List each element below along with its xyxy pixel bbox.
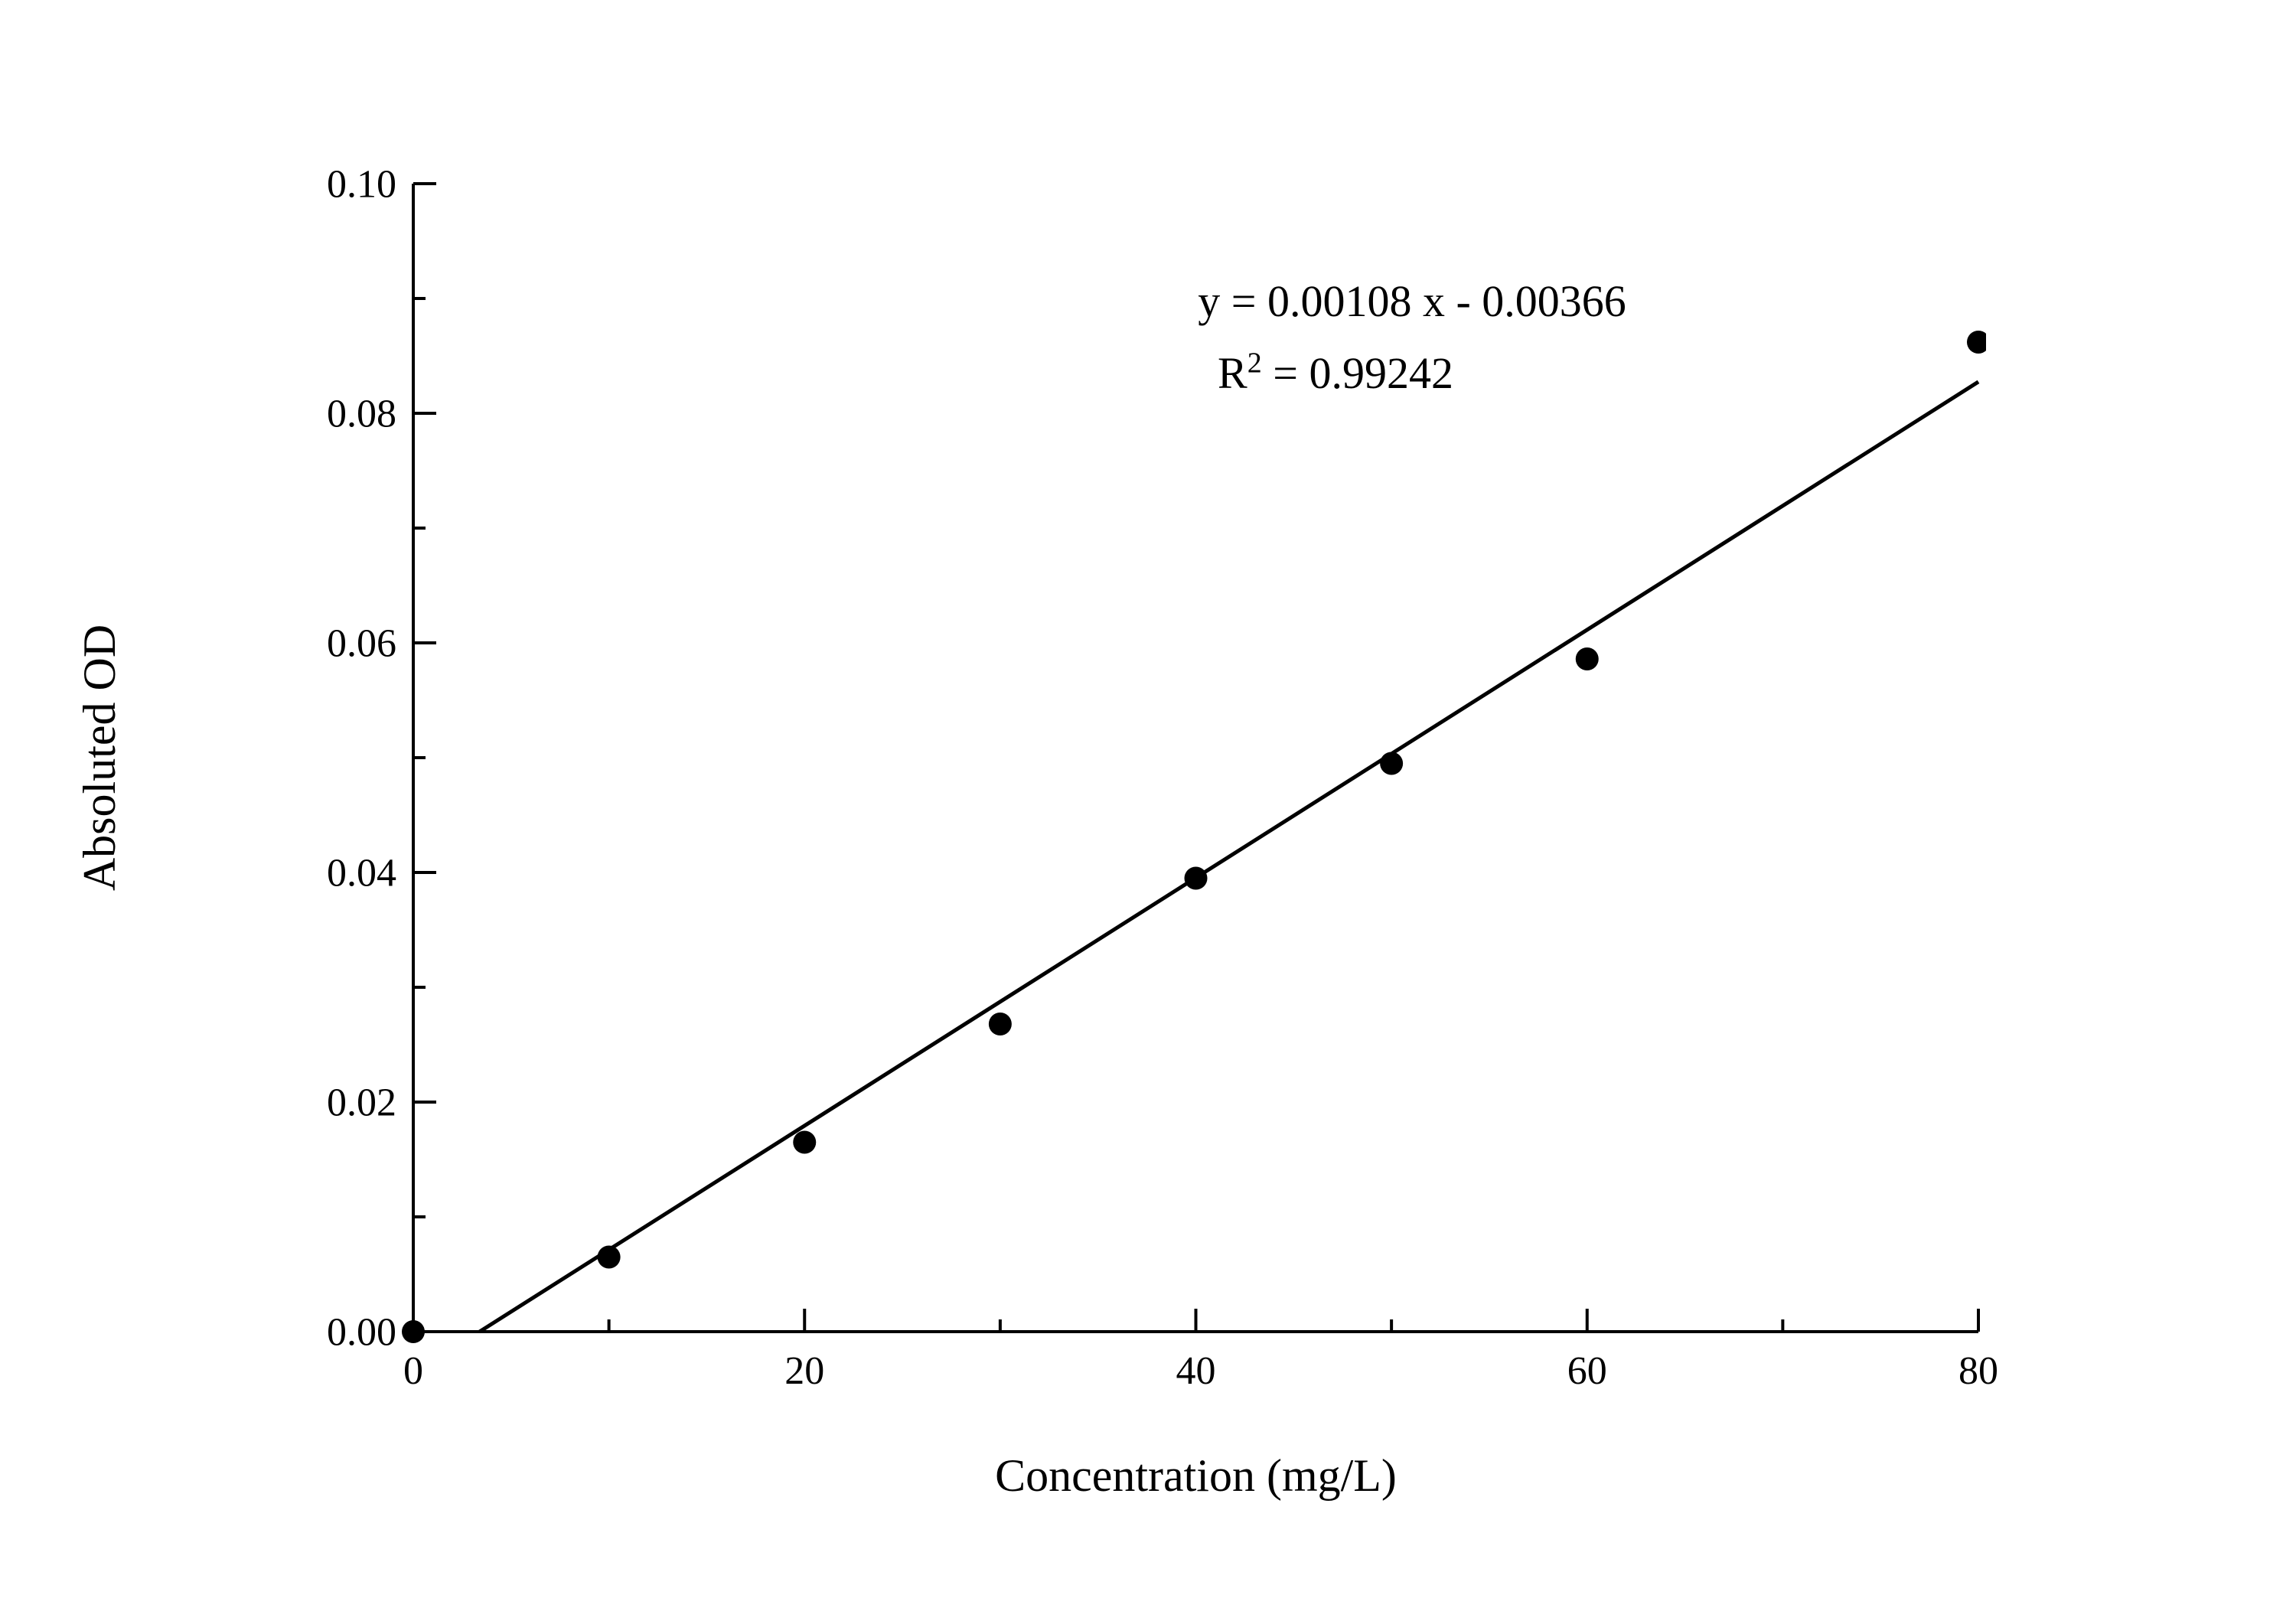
x-tick-label: 40 bbox=[1176, 1349, 1216, 1393]
r2-value: = 0.99242 bbox=[1261, 347, 1453, 398]
y-tick-label: 0.00 bbox=[327, 1311, 396, 1355]
fit-annotation: y = 0.00108 x - 0.00366 R2 = 0.99242 bbox=[1198, 266, 1626, 409]
r2-base: R bbox=[1218, 347, 1247, 398]
x-tick-label: 80 bbox=[1958, 1349, 1998, 1393]
y-tick-label: 0.08 bbox=[327, 393, 396, 436]
y-tick-label: 0.10 bbox=[327, 163, 396, 207]
data-point bbox=[597, 1245, 621, 1269]
y-tick-label: 0.06 bbox=[327, 622, 396, 666]
x-tick-label: 20 bbox=[784, 1349, 824, 1393]
x-axis-title: Concentration (mg/L) bbox=[995, 1450, 1397, 1501]
r2-superscript: 2 bbox=[1247, 347, 1262, 380]
data-point bbox=[1575, 647, 1599, 670]
data-point bbox=[793, 1130, 817, 1154]
data-point bbox=[402, 1320, 425, 1343]
data-point bbox=[1967, 331, 1986, 354]
data-point bbox=[1380, 752, 1404, 775]
y-tick-label: 0.04 bbox=[327, 852, 396, 895]
labels-layer: 0 20 40 60 80 0.00 0.02 0.04 0.06 0.08 0.10 Concent… bbox=[74, 163, 1998, 1501]
y-tick-label: 0.02 bbox=[327, 1081, 396, 1125]
data-point bbox=[988, 1013, 1012, 1035]
y-axis-title: Absoluted OD bbox=[74, 625, 125, 891]
fit-line bbox=[478, 380, 1980, 1334]
fit-r-squared: R2 = 0.99242 bbox=[1121, 338, 1550, 409]
fit-equation: y = 0.00108 x - 0.00366 bbox=[1198, 276, 1626, 326]
data-points-layer bbox=[402, 331, 1986, 1343]
data-point bbox=[1184, 866, 1208, 890]
x-tick-label: 0 bbox=[403, 1349, 423, 1393]
x-tick-label: 60 bbox=[1567, 1349, 1607, 1393]
fit-line-layer bbox=[478, 380, 1980, 1334]
